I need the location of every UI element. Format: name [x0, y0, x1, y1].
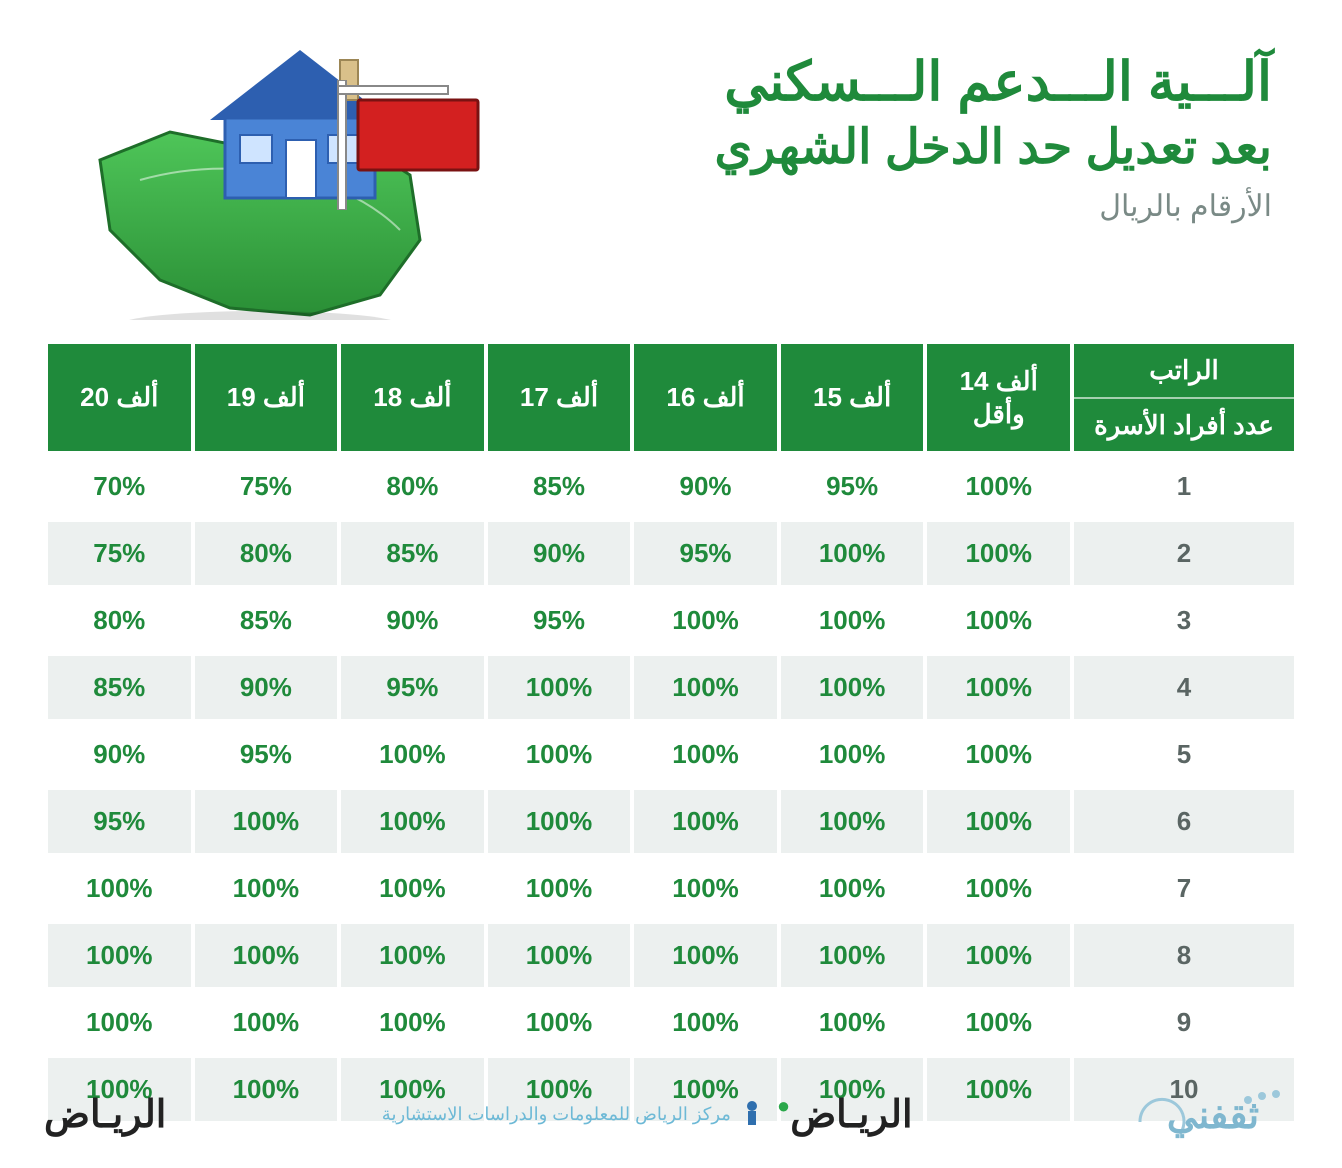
table-cell: 85%: [48, 656, 191, 719]
hero-illustration: [70, 40, 490, 320]
col-header: 17 ألف: [488, 344, 631, 451]
table-cell: 100%: [48, 991, 191, 1054]
table-cell: 100%: [927, 723, 1070, 786]
table-cell: 100%: [634, 723, 777, 786]
table-cell: 95%: [195, 723, 338, 786]
table-cell: 100%: [634, 924, 777, 987]
riyadh-logo-center: الريـاض●: [777, 1092, 913, 1137]
table-cell: 100%: [488, 924, 631, 987]
table-cell: 90%: [634, 455, 777, 518]
col-header: 19 ألف: [195, 344, 338, 451]
table-cell: 100%: [781, 790, 924, 853]
table-cell: 80%: [48, 589, 191, 652]
table-cell: 95%: [781, 455, 924, 518]
header: آلـــية الـــدعم الـــسكني بعد تعديل حد …: [0, 0, 1342, 340]
table-cell: 95%: [48, 790, 191, 853]
row-number: 4: [1074, 656, 1294, 719]
table-cell: 100%: [634, 991, 777, 1054]
col-header: 20 ألف: [48, 344, 191, 451]
table-cell: 100%: [488, 857, 631, 920]
table-cell: 100%: [195, 924, 338, 987]
table-cell: 95%: [341, 656, 484, 719]
table-cell: 100%: [634, 656, 777, 719]
title-note: الأرقام بالريال: [715, 189, 1272, 224]
table-cell: 90%: [341, 589, 484, 652]
table-cell: 100%: [781, 723, 924, 786]
table-cell: 100%: [341, 857, 484, 920]
table-cell: 80%: [195, 522, 338, 585]
table-cell: 100%: [488, 656, 631, 719]
row-number: 1: [1074, 455, 1294, 518]
table-cell: 100%: [488, 723, 631, 786]
table-cell: 85%: [341, 522, 484, 585]
table-cell: 100%: [781, 522, 924, 585]
table-cell: 100%: [634, 589, 777, 652]
table-cell: 100%: [781, 924, 924, 987]
title-block: آلـــية الـــدعم الـــسكني بعد تعديل حد …: [715, 40, 1272, 224]
sale-sign-icon: [330, 80, 490, 210]
col-header: 16 ألف: [634, 344, 777, 451]
table-cell: 70%: [48, 455, 191, 518]
table-cell: 100%: [927, 924, 1070, 987]
table-cell: 75%: [195, 455, 338, 518]
table-cell: 95%: [634, 522, 777, 585]
col-header: 18 ألف: [341, 344, 484, 451]
table-cell: 100%: [781, 589, 924, 652]
row-number: 8: [1074, 924, 1294, 987]
corner-header: الراتبعدد أفراد الأسرة: [1074, 344, 1294, 451]
table-cell: 100%: [48, 857, 191, 920]
title-line2: بعد تعديل حد الدخل الشهري: [715, 119, 1272, 175]
table-cell: 95%: [488, 589, 631, 652]
table-cell: 100%: [195, 991, 338, 1054]
row-number: 5: [1074, 723, 1294, 786]
row-number: 3: [1074, 589, 1294, 652]
svg-text:ثقفني: ثقفني: [1167, 1095, 1259, 1138]
table-cell: 100%: [927, 522, 1070, 585]
table-cell: 100%: [781, 991, 924, 1054]
table-cell: 85%: [195, 589, 338, 652]
table-cell: 100%: [634, 790, 777, 853]
table-cell: 100%: [927, 857, 1070, 920]
table-cell: 90%: [195, 656, 338, 719]
table-cell: 100%: [341, 991, 484, 1054]
table-cell: 100%: [195, 790, 338, 853]
table-cell: 100%: [927, 455, 1070, 518]
footer: ثقفني الريـاض● مركز الرياض للمعلومات وال…: [0, 1082, 1342, 1146]
row-number: 2: [1074, 522, 1294, 585]
table-cell: 100%: [341, 790, 484, 853]
table-cell: 100%: [488, 790, 631, 853]
table-cell: 100%: [781, 656, 924, 719]
table-cell: 90%: [48, 723, 191, 786]
table-cell: 100%: [927, 790, 1070, 853]
riyadh-logo-right: الريـاض: [44, 1092, 166, 1137]
table-cell: 100%: [341, 924, 484, 987]
col-header: 14 ألفوأقل: [927, 344, 1070, 451]
table-cell: 100%: [341, 723, 484, 786]
source-credit: مركز الرياض للمعلومات والدراسات الاستشار…: [382, 1099, 765, 1129]
col-header: 15 ألف: [781, 344, 924, 451]
title-line1: آلـــية الـــدعم الـــسكني: [715, 50, 1272, 113]
row-number: 7: [1074, 857, 1294, 920]
row-number: 9: [1074, 991, 1294, 1054]
thaqfny-logo: ثقفني: [1128, 1082, 1298, 1146]
support-table: 20 ألف19 ألف18 ألف17 ألف16 ألف15 ألف14 أ…: [0, 340, 1342, 1125]
table-cell: 100%: [195, 857, 338, 920]
table-cell: 85%: [488, 455, 631, 518]
table-cell: 100%: [634, 857, 777, 920]
table-cell: 100%: [488, 991, 631, 1054]
table-cell: 100%: [927, 656, 1070, 719]
table-cell: 100%: [927, 991, 1070, 1054]
table-cell: 80%: [341, 455, 484, 518]
table-cell: 100%: [927, 589, 1070, 652]
row-number: 6: [1074, 790, 1294, 853]
table-cell: 90%: [488, 522, 631, 585]
table-cell: 100%: [48, 924, 191, 987]
table-cell: 75%: [48, 522, 191, 585]
center-logos: الريـاض● مركز الرياض للمعلومات والدراسات…: [382, 1092, 913, 1137]
table-cell: 100%: [781, 857, 924, 920]
